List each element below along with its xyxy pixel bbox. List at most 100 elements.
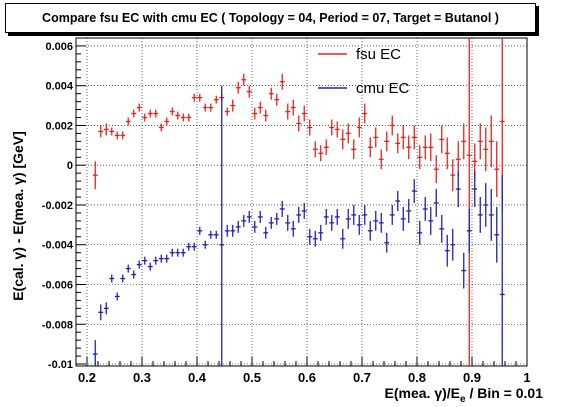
data-point: [362, 103, 368, 124]
data-point: [406, 199, 412, 223]
data-point: [477, 197, 483, 233]
x-tick-label: 0.9: [463, 370, 481, 385]
data-point: [373, 210, 379, 231]
x-axis-label-sub: e: [460, 393, 466, 405]
x-tick-label: 0.7: [353, 370, 371, 385]
data-point: [290, 220, 296, 237]
data-point: [158, 123, 164, 132]
data-point: [268, 216, 274, 229]
data-point: [296, 115, 302, 132]
data-point: [224, 107, 230, 116]
x-axis-label-tail: / Bin = 0.01: [465, 385, 543, 401]
data-point: [147, 109, 153, 118]
data-point: [411, 125, 417, 150]
data-point: [120, 131, 126, 140]
x-tick-label: 0.3: [133, 370, 151, 385]
y-tick-label: -0.01: [48, 359, 73, 371]
data-point: [499, 175, 505, 366]
data-point: [186, 113, 192, 122]
data-point: [301, 105, 307, 122]
data-point: [466, 38, 472, 366]
data-point: [230, 224, 236, 237]
data-point: [461, 252, 467, 289]
data-point: [224, 224, 230, 237]
data-point: [252, 107, 258, 120]
data-point: [373, 127, 379, 148]
data-point: [384, 131, 390, 152]
chart-title: Compare fsu EC with cmu EC ( Topology = …: [42, 11, 499, 25]
data-point: [422, 197, 428, 221]
data-point: [164, 117, 170, 126]
data-point: [202, 240, 208, 249]
y-tick-label: -0.006: [42, 279, 73, 291]
data-point: [274, 212, 280, 225]
data-point: [422, 135, 428, 160]
data-point: [488, 189, 494, 241]
y-tick-label: -0.008: [42, 319, 73, 331]
data-point: [263, 226, 269, 239]
data-point: [378, 212, 384, 233]
data-point: [246, 210, 252, 223]
data-point: [367, 220, 373, 241]
data-point: [279, 201, 285, 217]
data-point: [103, 123, 109, 136]
data-point: [92, 161, 98, 190]
data-point: [367, 137, 373, 158]
data-point: [428, 206, 434, 235]
y-tick-label: 0.004: [45, 81, 73, 93]
data-point: [362, 204, 368, 225]
data-point: [307, 228, 313, 245]
data-point: [334, 208, 340, 225]
x-tick-label: 1: [523, 370, 530, 385]
data-point: [400, 206, 406, 231]
data-point: [92, 340, 98, 366]
y-tick-label: -0.002: [42, 200, 73, 212]
data-point: [323, 139, 329, 156]
data-point: [329, 119, 335, 136]
data-point: [450, 159, 456, 192]
data-point: [318, 145, 324, 162]
x-axis-label-main: E(mea. γ)/E: [384, 385, 460, 401]
data-point: [103, 302, 109, 315]
data-point: [98, 304, 104, 321]
data-point: [384, 232, 390, 253]
axes: 0.2 0.3 0.4 0.5 0.6 0.7 0.8 0.9 1 -0.01 -0.008 -0.0…: [42, 41, 531, 385]
data-point: [351, 204, 357, 225]
data-point: [241, 73, 247, 86]
data-point: [109, 127, 115, 136]
data-point: [389, 115, 395, 136]
data-point: [180, 248, 186, 257]
data-point: [444, 137, 450, 170]
grid: [76, 38, 528, 366]
data-point: [318, 224, 324, 241]
data-point: [466, 208, 472, 253]
data-point: [131, 109, 137, 118]
y-tick-label: 0: [67, 160, 73, 172]
data-point: [147, 262, 153, 271]
legend: [318, 53, 347, 89]
data-point: [494, 206, 500, 263]
data-point: [450, 228, 456, 261]
data-point: [202, 103, 208, 112]
data-point: [378, 149, 384, 170]
x-tick-label: 0.8: [408, 370, 426, 385]
data-point: [439, 214, 445, 243]
data-point: [213, 230, 219, 239]
data-point: [136, 103, 142, 112]
data-point: [257, 210, 263, 223]
data-point: [488, 115, 494, 168]
data-point: [483, 127, 489, 172]
data-point: [301, 202, 307, 219]
data-point: [334, 121, 340, 138]
data-point: [125, 117, 131, 126]
data-point: [98, 125, 104, 138]
data-point: [312, 141, 318, 158]
y-tick-label: 0.006: [45, 41, 73, 53]
data-point: [131, 270, 137, 279]
data-point: [197, 93, 203, 102]
data-point: [279, 73, 285, 90]
data-point: [444, 234, 450, 267]
data-point: [257, 101, 263, 114]
series-fsu: [92, 38, 505, 366]
